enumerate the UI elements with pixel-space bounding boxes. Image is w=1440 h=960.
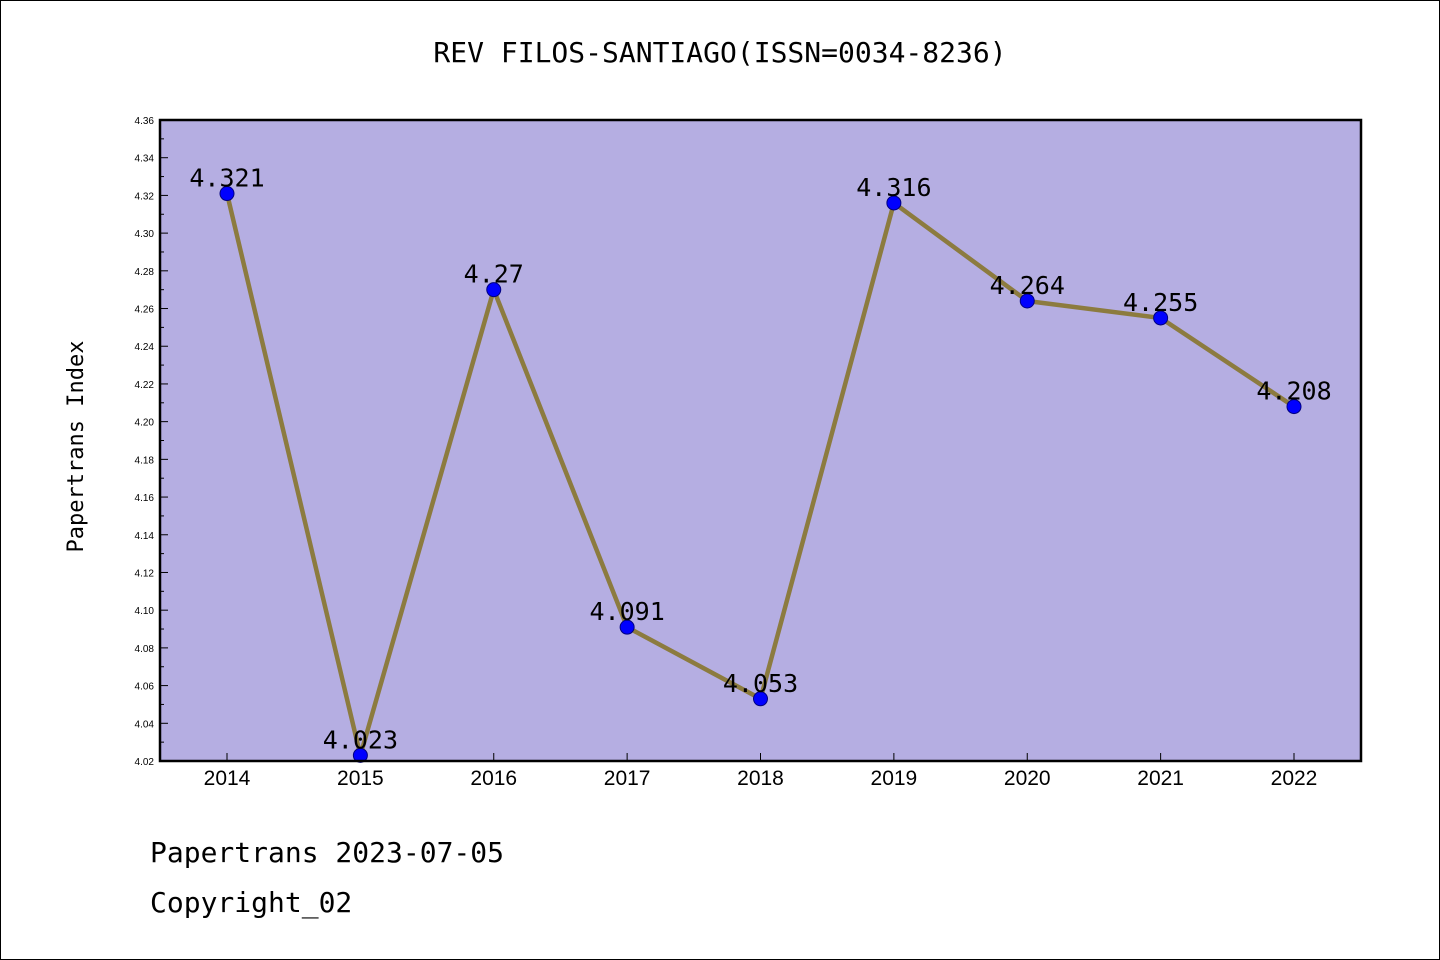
y-tick-label: 4.28 bbox=[135, 267, 155, 278]
x-tick-label: 2014 bbox=[204, 767, 251, 790]
data-point bbox=[486, 282, 502, 298]
y-tick-label: 4.06 bbox=[135, 682, 155, 693]
footer-date: Papertrans 2023-07-05 bbox=[150, 836, 505, 869]
data-label: 4.316 bbox=[856, 173, 931, 202]
plot-border bbox=[158, 118, 1363, 763]
x-tick-label: 2022 bbox=[1271, 767, 1318, 790]
y-tick-label: 4.22 bbox=[135, 380, 155, 391]
data-point bbox=[219, 186, 235, 202]
y-tick-label: 4.32 bbox=[135, 191, 155, 202]
y-tick-label: 4.20 bbox=[135, 418, 155, 429]
chart-title: REV FILOS-SANTIAGO(ISSN=0034-8236) bbox=[433, 36, 1007, 69]
data-label: 4.264 bbox=[990, 271, 1065, 300]
data-label: 4.208 bbox=[1256, 377, 1331, 406]
y-axis-ticks: 4.02 4.04 4.06 4.08 4.10 4.12 4.14 4.16 4.18 4.20… bbox=[135, 116, 168, 768]
data-label: 4.091 bbox=[589, 597, 664, 626]
y-tick-label: 4.34 bbox=[135, 154, 155, 165]
data-point bbox=[619, 619, 635, 635]
data-point bbox=[753, 691, 768, 707]
y-tick-label: 4.36 bbox=[135, 116, 155, 127]
data-label: 4.023 bbox=[323, 725, 398, 754]
x-tick-label: 2020 bbox=[1004, 767, 1051, 790]
footer-copyright: Copyright_02 bbox=[150, 886, 353, 919]
y-tick-label: 4.02 bbox=[135, 757, 155, 768]
y-tick-label: 4.10 bbox=[135, 606, 155, 617]
y-tick-label: 4.24 bbox=[135, 342, 155, 353]
data-label: 4.27 bbox=[464, 260, 524, 289]
x-tick-label: 2015 bbox=[337, 767, 384, 790]
x-tick-label: 2018 bbox=[737, 767, 784, 790]
data-label: 4.053 bbox=[723, 669, 798, 698]
x-axis-ticks: 2014 2015 2016 2017 2018 2019 2020 2021 2022 bbox=[204, 753, 1318, 790]
y-tick-label: 4.04 bbox=[135, 719, 155, 730]
data-label: 4.255 bbox=[1123, 288, 1198, 317]
x-tick-label: 2021 bbox=[1137, 767, 1184, 790]
y-tick-label: 4.12 bbox=[135, 568, 155, 579]
data-point bbox=[1286, 399, 1302, 415]
y-tick-label: 4.26 bbox=[135, 305, 155, 316]
y-axis-title: Papertrans Index bbox=[64, 341, 89, 553]
y-tick-label: 4.30 bbox=[135, 229, 155, 240]
x-tick-label: 2019 bbox=[871, 767, 918, 790]
series-layer: 4.321 4.023 4.27 4.091 4.053 4.316 4.264 4.255 4… bbox=[189, 164, 1332, 763]
x-tick-label: 2017 bbox=[604, 767, 651, 790]
data-point bbox=[352, 747, 368, 763]
data-point bbox=[886, 195, 902, 211]
y-tick-label: 4.16 bbox=[135, 493, 155, 504]
data-label: 4.321 bbox=[189, 164, 264, 193]
data-point bbox=[1019, 293, 1035, 309]
data-point bbox=[1153, 310, 1169, 326]
y-tick-label: 4.14 bbox=[135, 531, 155, 542]
y-tick-label: 4.08 bbox=[135, 644, 155, 655]
plot-area bbox=[160, 120, 1361, 761]
y-tick-label: 4.18 bbox=[135, 455, 155, 466]
x-tick-label: 2016 bbox=[470, 767, 517, 790]
